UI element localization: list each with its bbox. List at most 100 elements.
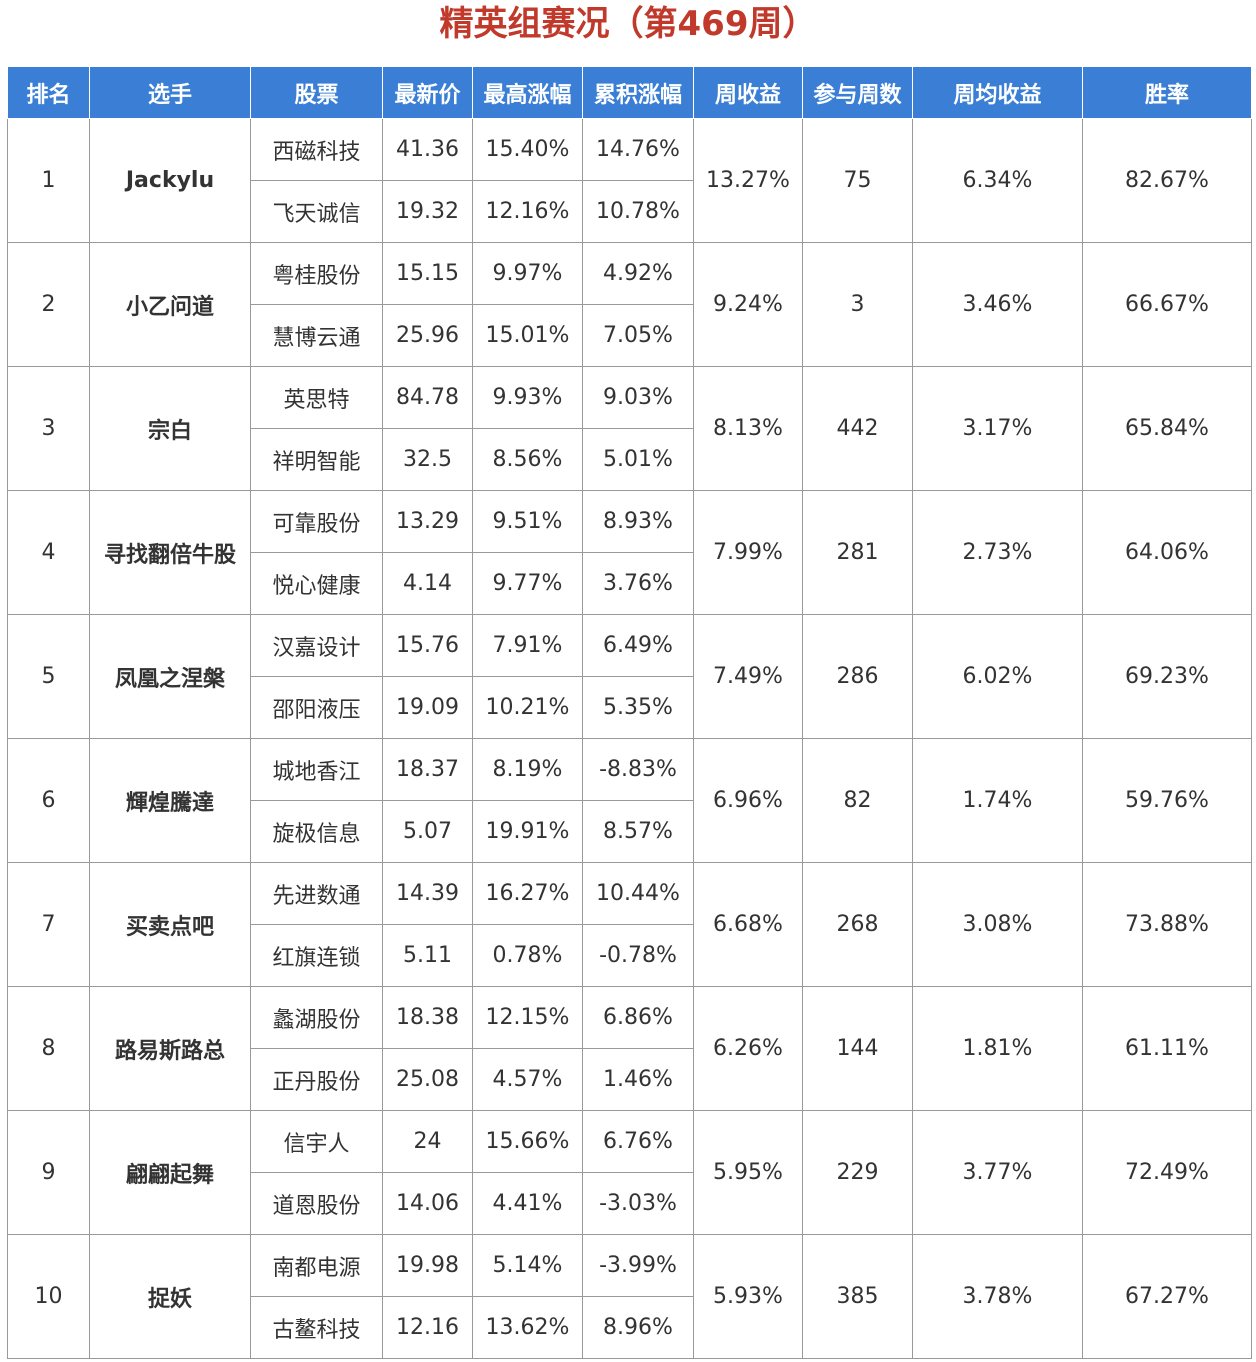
week-return: 7.49% bbox=[693, 614, 803, 739]
stock-name[interactable]: 旋极信息 bbox=[250, 800, 383, 863]
player-name[interactable]: 捉妖 bbox=[89, 1234, 251, 1359]
cum-gain: 10.44% bbox=[582, 862, 694, 925]
stock-price: 15.15 bbox=[382, 242, 473, 305]
week-return: 5.93% bbox=[693, 1234, 803, 1359]
avg-return: 6.34% bbox=[912, 118, 1083, 243]
player-name[interactable]: 輝煌騰達 bbox=[89, 738, 251, 863]
rank-cell: 1 bbox=[7, 118, 90, 243]
header-stock[interactable]: 股票 bbox=[250, 66, 383, 119]
cum-gain: -3.03% bbox=[582, 1172, 694, 1235]
stock-price: 18.37 bbox=[382, 738, 473, 801]
rank-cell: 6 bbox=[7, 738, 90, 863]
stock-name[interactable]: 邵阳液压 bbox=[250, 676, 383, 739]
weeks-count: 75 bbox=[802, 118, 913, 243]
stock-name[interactable]: 英思特 bbox=[250, 366, 383, 429]
max-gain: 9.97% bbox=[472, 242, 583, 305]
table-row: 1 Jackylu 西磁科技 41.36 15.40% 14.76% 13.27% 75 6.3… bbox=[7, 118, 1252, 243]
player-name[interactable]: 凤凰之涅槃 bbox=[89, 614, 251, 739]
avg-return: 6.02% bbox=[912, 614, 1083, 739]
player-name[interactable]: 买卖点吧 bbox=[89, 862, 251, 987]
max-gain: 9.77% bbox=[472, 552, 583, 615]
win-rate: 67.27% bbox=[1082, 1234, 1252, 1359]
stock-name[interactable]: 蠡湖股份 bbox=[250, 986, 383, 1049]
max-gain: 12.15% bbox=[472, 986, 583, 1049]
cum-gain: -0.78% bbox=[582, 924, 694, 987]
header-row: 排名 选手 股票 最新价 最高涨幅 累积涨幅 周收益 参与周数 周均收益 胜率 bbox=[7, 66, 1252, 119]
table-row: 道恩股份 14.06 4.41% -3.03% bbox=[8, 1172, 1252, 1235]
stock-name[interactable]: 红旗连锁 bbox=[250, 924, 383, 987]
player-name[interactable]: 宗白 bbox=[89, 366, 251, 491]
stock-name[interactable]: 信宇人 bbox=[250, 1110, 383, 1173]
stock-name[interactable]: 古鳌科技 bbox=[250, 1296, 383, 1359]
page-title: 精英组赛况（第469周） bbox=[439, 4, 817, 44]
header-price[interactable]: 最新价 bbox=[382, 66, 473, 119]
stock-price: 84.78 bbox=[382, 366, 473, 429]
cum-gain: 8.93% bbox=[582, 490, 694, 553]
table-row: 旋极信息 5.07 19.91% 8.57% bbox=[8, 800, 1252, 863]
stock-name[interactable]: 飞天诚信 bbox=[250, 180, 383, 243]
avg-return: 3.08% bbox=[912, 862, 1083, 987]
stock-name[interactable]: 祥明智能 bbox=[250, 428, 383, 491]
stock-price: 19.98 bbox=[382, 1234, 473, 1297]
player-name[interactable]: 翩翩起舞 bbox=[89, 1110, 251, 1235]
stock-price: 15.76 bbox=[382, 614, 473, 677]
avg-return: 3.46% bbox=[912, 242, 1083, 367]
stock-name[interactable]: 城地香江 bbox=[250, 738, 383, 801]
header-win-rate[interactable]: 胜率 bbox=[1082, 66, 1252, 119]
max-gain: 4.41% bbox=[472, 1172, 583, 1235]
weeks-count: 144 bbox=[802, 986, 913, 1111]
max-gain: 9.51% bbox=[472, 490, 583, 553]
stock-name[interactable]: 汉嘉设计 bbox=[250, 614, 383, 677]
stock-name[interactable]: 慧博云通 bbox=[250, 304, 383, 367]
rank-cell: 5 bbox=[7, 614, 90, 739]
max-gain: 15.01% bbox=[472, 304, 583, 367]
stock-price: 12.16 bbox=[382, 1296, 473, 1359]
stock-name[interactable]: 悦心健康 bbox=[250, 552, 383, 615]
cum-gain: 4.92% bbox=[582, 242, 694, 305]
stock-name[interactable]: 西磁科技 bbox=[250, 118, 383, 181]
max-gain: 9.93% bbox=[472, 366, 583, 429]
stock-name[interactable]: 可靠股份 bbox=[250, 490, 383, 553]
player-name[interactable]: 路易斯路总 bbox=[89, 986, 251, 1111]
stock-name[interactable]: 先进数通 bbox=[250, 862, 383, 925]
max-gain: 12.16% bbox=[472, 180, 583, 243]
stock-price: 14.06 bbox=[382, 1172, 473, 1235]
player-name[interactable]: 小乙问道 bbox=[89, 242, 251, 367]
weeks-count: 268 bbox=[802, 862, 913, 987]
cum-gain: -3.99% bbox=[582, 1234, 694, 1297]
stock-price: 19.09 bbox=[382, 676, 473, 739]
player-name[interactable]: Jackylu bbox=[89, 118, 251, 243]
header-cum-gain[interactable]: 累积涨幅 bbox=[582, 66, 694, 119]
header-week-return[interactable]: 周收益 bbox=[693, 66, 803, 119]
weeks-count: 281 bbox=[802, 490, 913, 615]
week-return: 8.13% bbox=[693, 366, 803, 491]
max-gain: 7.91% bbox=[472, 614, 583, 677]
cum-gain: 5.01% bbox=[582, 428, 694, 491]
rank-cell: 3 bbox=[7, 366, 90, 491]
rank-cell: 2 bbox=[7, 242, 90, 367]
avg-return: 1.74% bbox=[912, 738, 1083, 863]
cum-gain: 1.46% bbox=[582, 1048, 694, 1111]
win-rate: 69.23% bbox=[1082, 614, 1252, 739]
cum-gain: 5.35% bbox=[582, 676, 694, 739]
header-avg-return[interactable]: 周均收益 bbox=[912, 66, 1083, 119]
header-weeks[interactable]: 参与周数 bbox=[802, 66, 913, 119]
cum-gain: 9.03% bbox=[582, 366, 694, 429]
week-return: 5.95% bbox=[693, 1110, 803, 1235]
stock-name[interactable]: 粤桂股份 bbox=[250, 242, 383, 305]
week-return: 9.24% bbox=[693, 242, 803, 367]
stock-name[interactable]: 道恩股份 bbox=[250, 1172, 383, 1235]
player-name[interactable]: 寻找翻倍牛股 bbox=[89, 490, 251, 615]
header-rank[interactable]: 排名 bbox=[7, 66, 90, 119]
stock-name[interactable]: 正丹股份 bbox=[250, 1048, 383, 1111]
stock-price: 25.08 bbox=[382, 1048, 473, 1111]
table-row: 5 凤凰之涅槃 汉嘉设计 15.76 7.91% 6.49% 7.49% 286 6.02% 69… bbox=[7, 614, 1252, 739]
cum-gain: 8.57% bbox=[582, 800, 694, 863]
header-player[interactable]: 选手 bbox=[89, 66, 251, 119]
stock-price: 4.14 bbox=[382, 552, 473, 615]
cum-gain: 14.76% bbox=[582, 118, 694, 181]
stock-name[interactable]: 南都电源 bbox=[250, 1234, 383, 1297]
stock-price: 14.39 bbox=[382, 862, 473, 925]
header-max-gain[interactable]: 最高涨幅 bbox=[472, 66, 583, 119]
win-rate: 82.67% bbox=[1082, 118, 1252, 243]
